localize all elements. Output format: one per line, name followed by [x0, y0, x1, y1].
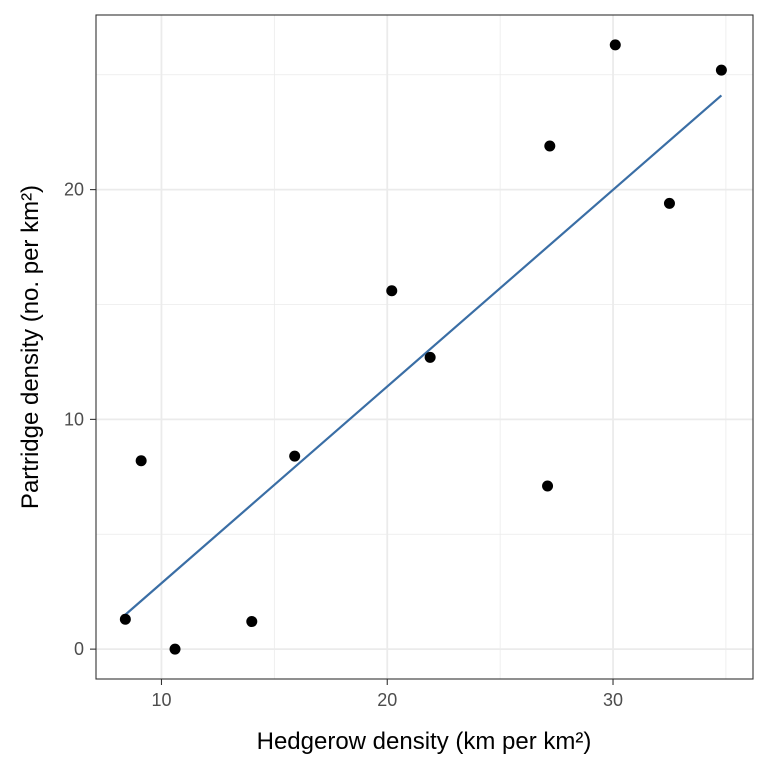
y-tick-label: 20 — [64, 180, 84, 200]
x-tick-label: 10 — [151, 690, 171, 710]
y-tick-label: 0 — [74, 639, 84, 659]
y-axis-title: Partridge density (no. per km²) — [17, 185, 44, 509]
axis-ticks: 10 20 30 0 10 20 — [64, 180, 623, 710]
data-point — [542, 480, 554, 492]
data-point — [715, 64, 727, 76]
data-point — [544, 140, 556, 152]
y-tick-label: 10 — [64, 409, 84, 429]
grid-lines — [96, 15, 753, 679]
x-tick-label: 30 — [603, 690, 623, 710]
data-point — [424, 351, 436, 363]
data-point — [289, 450, 301, 462]
fit-line — [124, 94, 723, 616]
x-tick-label: 20 — [377, 690, 397, 710]
fit-line-group — [124, 94, 723, 616]
data-point — [609, 39, 621, 51]
x-axis-title: Hedgerow density (km per km²) — [257, 728, 592, 755]
panel-border — [95, 14, 754, 680]
data-point — [246, 616, 258, 628]
data-point — [386, 285, 398, 297]
data-point — [663, 197, 675, 209]
data-point — [135, 455, 147, 467]
data-point — [169, 643, 181, 655]
data-point — [119, 613, 131, 625]
data-points — [119, 39, 727, 655]
